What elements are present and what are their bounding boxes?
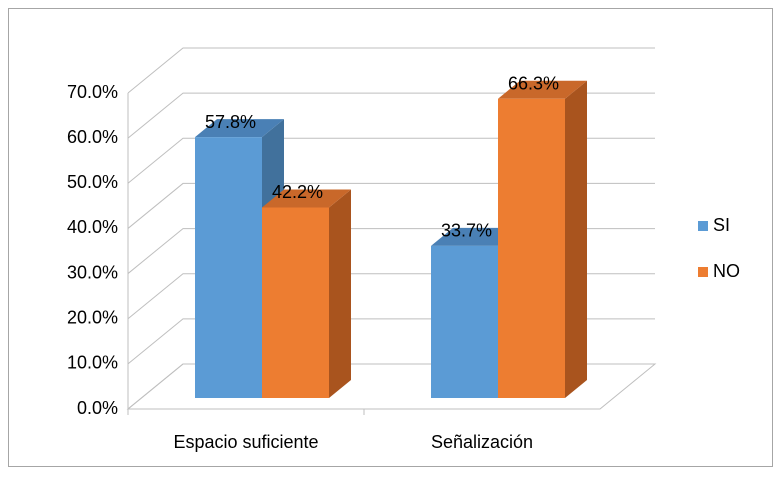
- grid-line: [127, 182, 655, 229]
- data-label: 57.8%: [205, 112, 256, 132]
- bar-face: [431, 227, 520, 246]
- data-label: 42.2%: [272, 182, 323, 202]
- y-tick-label: 20.0%: [67, 307, 118, 327]
- bar-face: [262, 207, 329, 398]
- bar-face: [565, 80, 587, 399]
- data-label: 66.3%: [508, 73, 559, 93]
- grid-line: [127, 47, 655, 94]
- bar-face: [498, 98, 565, 399]
- y-tick-label: 0.0%: [77, 398, 118, 418]
- bar: [498, 80, 587, 399]
- bar-face: [329, 189, 351, 398]
- bar-face: [195, 119, 284, 138]
- bar-face: [498, 80, 587, 99]
- y-tick-label: 40.0%: [67, 217, 118, 237]
- grid-line: [127, 92, 655, 139]
- x-tick-label: Espacio suficiente: [173, 432, 318, 452]
- bar: [262, 189, 351, 398]
- y-tick-label: 10.0%: [67, 353, 118, 373]
- legend-label: SI: [713, 215, 730, 235]
- legend-label: NO: [713, 261, 740, 281]
- chart-frame: [8, 8, 773, 467]
- legend-swatch: [698, 221, 708, 231]
- y-tick-label: 60.0%: [67, 127, 118, 147]
- grid-line: [127, 137, 655, 184]
- legend-swatch: [698, 267, 708, 277]
- bar-face: [431, 245, 498, 398]
- x-tick-label: Señalización: [431, 432, 533, 452]
- y-tick-label: 30.0%: [67, 262, 118, 282]
- data-label: 33.7%: [441, 221, 492, 241]
- y-tick-label: 70.0%: [67, 82, 118, 102]
- bar-face: [262, 189, 351, 208]
- y-tick-label: 50.0%: [67, 172, 118, 192]
- bar-face: [195, 137, 262, 398]
